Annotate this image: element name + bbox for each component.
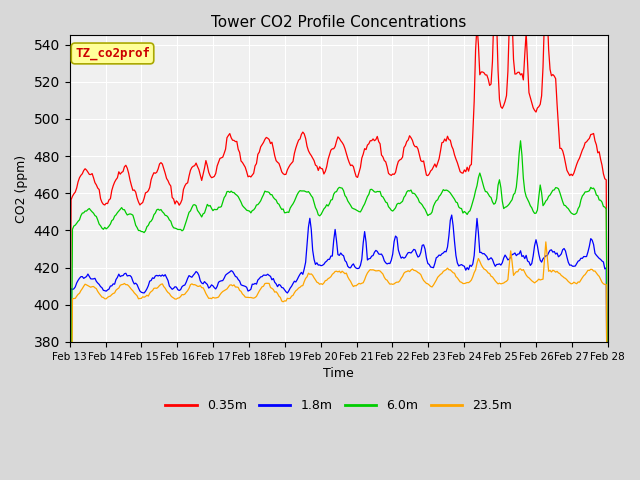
Legend: 0.35m, 1.8m, 6.0m, 23.5m: 0.35m, 1.8m, 6.0m, 23.5m [161,394,517,417]
Text: TZ_co2prof: TZ_co2prof [75,47,150,60]
Title: Tower CO2 Profile Concentrations: Tower CO2 Profile Concentrations [211,15,467,30]
Y-axis label: CO2 (ppm): CO2 (ppm) [15,155,28,223]
X-axis label: Time: Time [323,367,354,380]
